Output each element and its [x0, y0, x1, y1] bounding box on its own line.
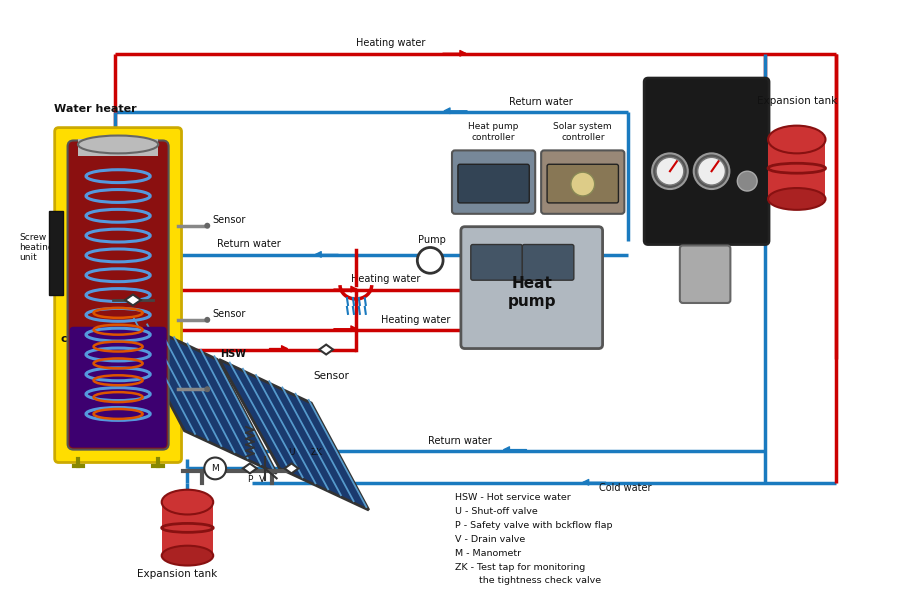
Circle shape: [737, 171, 757, 191]
Text: Sensor: Sensor: [313, 371, 349, 381]
Circle shape: [571, 172, 595, 196]
Text: Heat
pump: Heat pump: [508, 277, 556, 309]
Polygon shape: [125, 295, 141, 305]
FancyBboxPatch shape: [78, 139, 158, 157]
Text: Screw
heating
unit: Screw heating unit: [19, 233, 54, 262]
Text: Water heater: Water heater: [54, 104, 136, 114]
FancyBboxPatch shape: [69, 327, 166, 448]
Text: Solar system
controller: Solar system controller: [554, 122, 612, 142]
Text: Sensor: Sensor: [212, 378, 246, 388]
Text: ZK: ZK: [310, 448, 322, 457]
Polygon shape: [243, 463, 256, 473]
Text: P: P: [248, 475, 253, 484]
FancyBboxPatch shape: [458, 164, 529, 203]
FancyBboxPatch shape: [768, 137, 825, 201]
FancyBboxPatch shape: [162, 500, 213, 557]
Circle shape: [204, 386, 211, 392]
Text: Cold water: Cold water: [598, 483, 651, 493]
FancyBboxPatch shape: [55, 128, 182, 463]
Text: V - Drain valve: V - Drain valve: [455, 535, 526, 544]
FancyBboxPatch shape: [49, 211, 63, 295]
Polygon shape: [284, 463, 299, 473]
Text: Sensor: Sensor: [212, 215, 246, 225]
FancyBboxPatch shape: [644, 78, 769, 245]
FancyBboxPatch shape: [461, 227, 603, 349]
Text: Pump
unit: Pump unit: [771, 132, 800, 154]
FancyBboxPatch shape: [68, 140, 168, 449]
Polygon shape: [320, 344, 333, 355]
Circle shape: [698, 157, 725, 185]
Text: HSW: HSW: [220, 349, 246, 359]
Circle shape: [694, 154, 729, 189]
Text: the tightness check valve: the tightness check valve: [455, 577, 601, 586]
Ellipse shape: [162, 490, 213, 514]
Circle shape: [204, 458, 226, 479]
Text: U - Shut-off valve: U - Shut-off valve: [455, 507, 537, 516]
Text: M - Manometr: M - Manometr: [455, 548, 521, 557]
Ellipse shape: [768, 125, 825, 154]
Ellipse shape: [768, 188, 825, 210]
Circle shape: [204, 223, 211, 229]
FancyBboxPatch shape: [541, 151, 625, 214]
Text: Heating water: Heating water: [351, 274, 420, 284]
Circle shape: [418, 247, 443, 273]
Text: Return water: Return water: [428, 436, 491, 446]
Text: Return water: Return water: [217, 239, 281, 250]
Text: Return water: Return water: [509, 97, 573, 107]
Text: HSW - Hot service water: HSW - Hot service water: [455, 493, 571, 502]
Text: V: V: [258, 475, 265, 484]
Text: U: U: [288, 448, 294, 457]
FancyBboxPatch shape: [471, 245, 522, 280]
Ellipse shape: [162, 546, 213, 566]
Text: Expansion tank: Expansion tank: [138, 569, 218, 580]
Text: Heating water: Heating water: [381, 315, 450, 325]
Text: ZK - Test tap for monitoring: ZK - Test tap for monitoring: [455, 563, 585, 572]
Text: Expansion tank: Expansion tank: [757, 96, 837, 106]
Text: Solar
collectors: Solar collectors: [61, 322, 122, 344]
Polygon shape: [220, 359, 369, 510]
Text: Heating water: Heating water: [356, 38, 426, 49]
Text: Heat pump
controller: Heat pump controller: [468, 122, 518, 142]
Polygon shape: [123, 315, 276, 473]
Circle shape: [656, 157, 684, 185]
Circle shape: [204, 317, 211, 323]
Text: Sensor: Sensor: [212, 309, 246, 319]
FancyBboxPatch shape: [452, 151, 536, 214]
FancyBboxPatch shape: [522, 245, 574, 280]
FancyBboxPatch shape: [547, 164, 618, 203]
Circle shape: [652, 154, 688, 189]
Text: P - Safety valve with bckflow flap: P - Safety valve with bckflow flap: [455, 521, 613, 530]
Text: M: M: [212, 464, 219, 473]
Ellipse shape: [78, 136, 158, 154]
FancyBboxPatch shape: [680, 245, 731, 303]
Text: Pump: Pump: [418, 235, 446, 245]
